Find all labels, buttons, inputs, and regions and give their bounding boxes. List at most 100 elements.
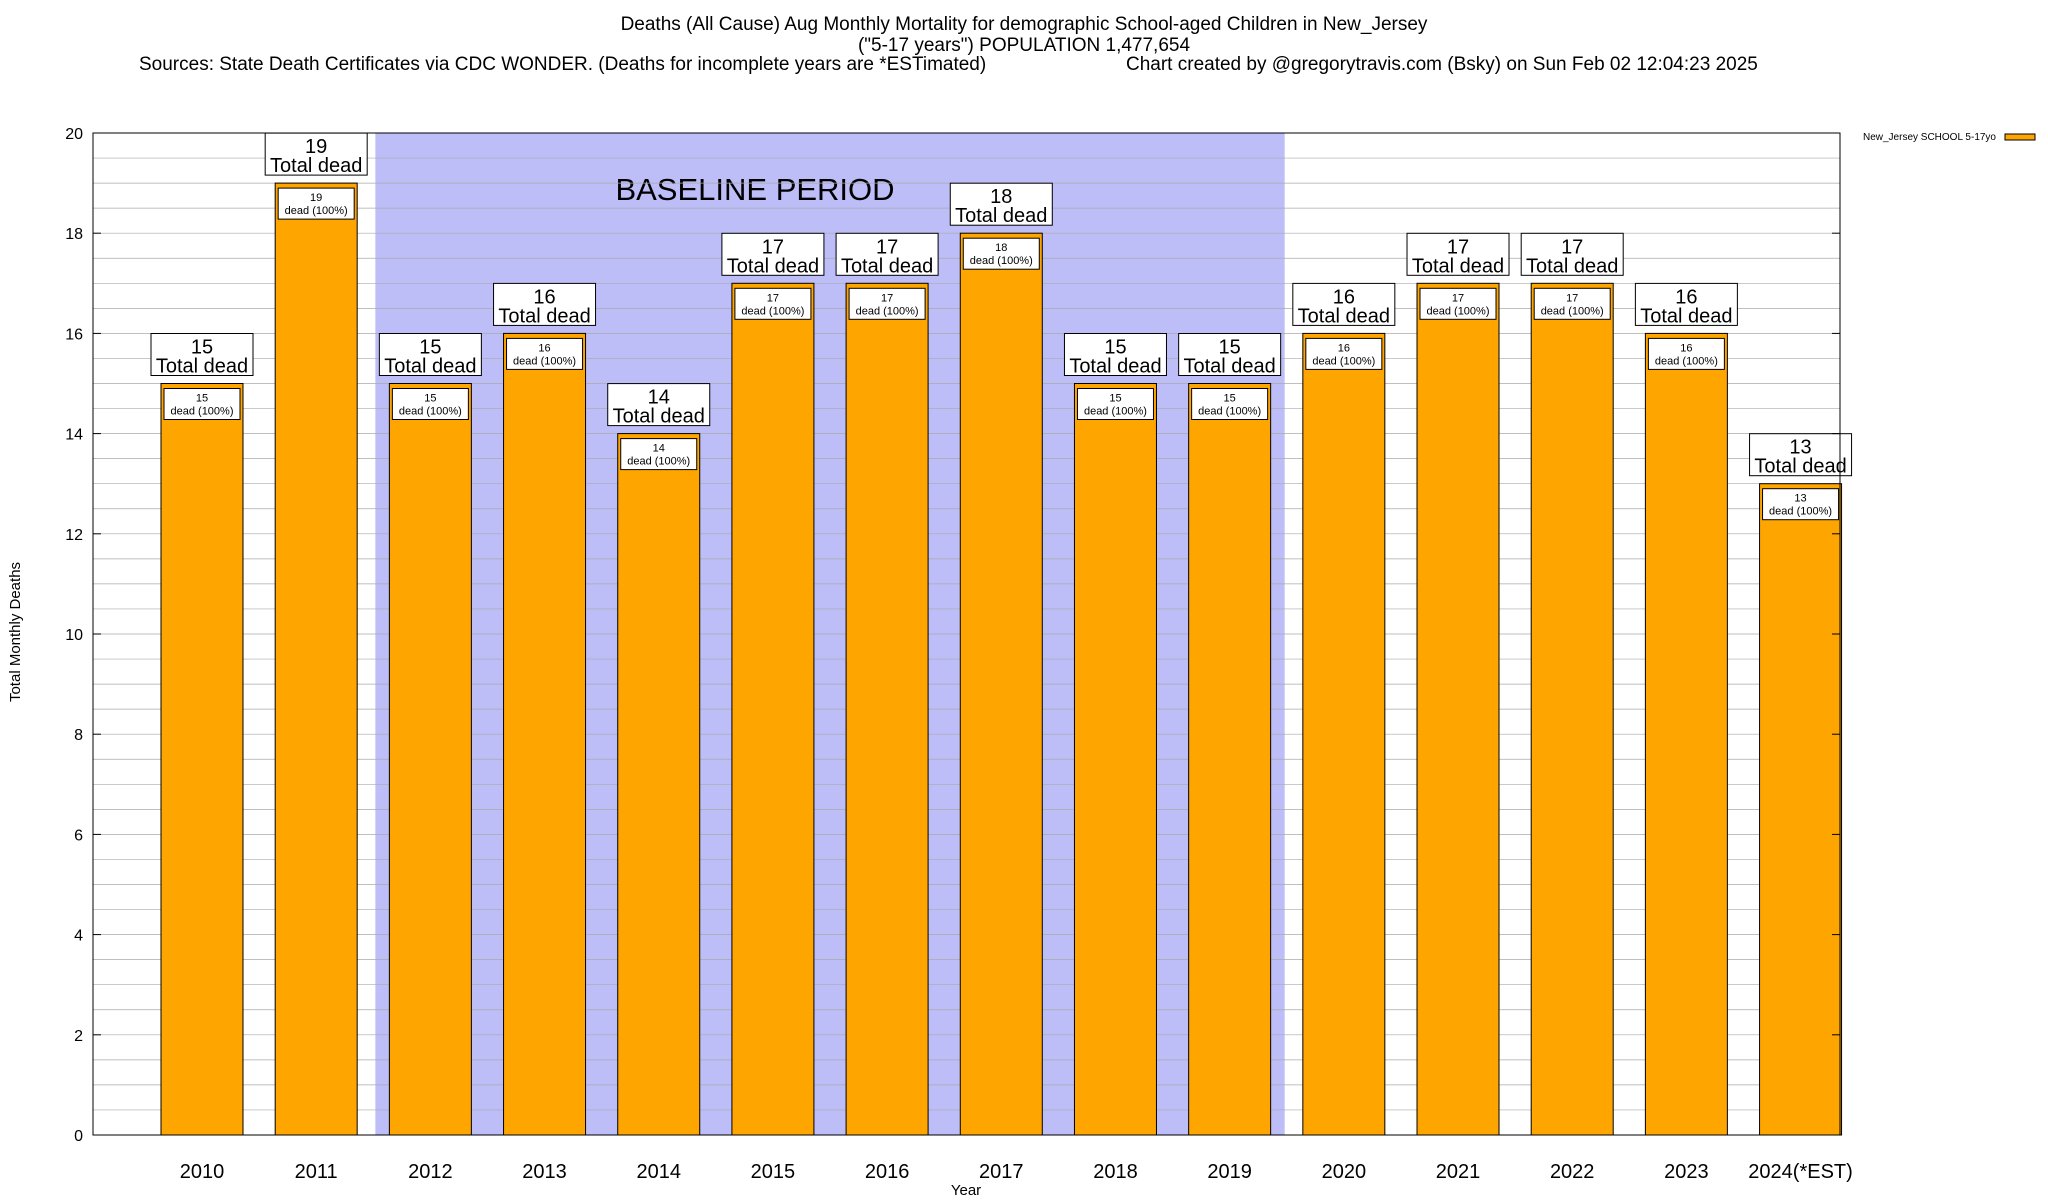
top-label-box	[1178, 333, 1282, 376]
top-label-count: 15	[419, 337, 441, 359]
y-tick-label: 2	[74, 1028, 83, 1045]
inner-label-pct: dead (100%)	[171, 406, 234, 418]
x-tick-label: 2010	[180, 1161, 225, 1183]
y-tick-label: 6	[74, 827, 83, 844]
inner-label-count: 15	[424, 393, 436, 405]
top-label-box	[1406, 232, 1510, 276]
x-tick-label: 2011	[295, 1161, 338, 1183]
bar-2023	[1644, 332, 1728, 1136]
chart-subtitle: ("5-17 years") POPULATION 1,477,654	[857, 35, 1191, 56]
top-label-box	[150, 333, 254, 376]
x-tick-label: 2014	[636, 1161, 681, 1183]
bar-2016	[845, 282, 929, 1136]
top-label-count: 17	[762, 236, 784, 258]
top-label-text: Total dead	[1640, 305, 1732, 327]
bar-2013	[503, 332, 587, 1136]
top-label-text: Total dead	[613, 406, 705, 428]
bar-2020	[1302, 332, 1386, 1136]
x-tick-label: 2017	[979, 1161, 1024, 1183]
top-label-count: 14	[648, 387, 670, 409]
bar-2024(*EST)	[1759, 483, 1843, 1136]
top-label-text: Total dead	[1754, 456, 1846, 478]
inner-label-box	[277, 187, 355, 220]
x-tick-label: 2012	[408, 1161, 453, 1183]
y-axis-label: Total Monthly Deaths	[7, 562, 24, 702]
top-label-text: Total dead	[156, 356, 248, 378]
x-tick-label: 2013	[522, 1161, 567, 1183]
bar-2022	[1530, 282, 1614, 1136]
x-axis-label: Year	[951, 1182, 981, 1199]
inner-label-count: 15	[1224, 393, 1236, 405]
inner-label-box	[1076, 388, 1154, 420]
bar-2019	[1188, 383, 1272, 1136]
top-label-box	[1292, 282, 1396, 326]
bar-2010	[160, 383, 244, 1136]
top-label-count: 13	[1789, 437, 1811, 459]
x-tick-label: 2023	[1664, 1161, 1709, 1183]
inner-label-count: 17	[1452, 292, 1464, 304]
inner-label-count: 18	[995, 242, 1007, 254]
inner-label-pct: dead (100%)	[1084, 406, 1147, 418]
inner-label-pct: dead (100%)	[627, 456, 690, 468]
legend-label: New_Jersey SCHOOL 5-17yo	[1863, 132, 1996, 143]
top-label-text: Total dead	[1069, 356, 1161, 378]
legend-swatch	[2004, 133, 2036, 141]
top-label-count: 16	[1333, 286, 1355, 308]
x-tick-label: 2016	[865, 1161, 910, 1183]
legend: New_Jersey SCHOOL 5-17yo	[1863, 132, 2036, 143]
chart-sources: Sources: State Death Certificates via CD…	[139, 54, 987, 75]
inner-label-pct: dead (100%)	[513, 355, 576, 367]
inner-label-box	[163, 388, 241, 420]
inner-label-count: 19	[310, 192, 322, 204]
top-label-count: 18	[990, 186, 1012, 208]
y-tick-label: 8	[74, 727, 83, 744]
inner-label-pct: dead (100%)	[285, 205, 348, 217]
inner-label-pct: dead (100%)	[741, 305, 804, 317]
top-label-text: Total dead	[384, 356, 476, 378]
inner-label-count: 15	[1109, 393, 1121, 405]
top-label-text: Total dead	[1526, 255, 1618, 277]
top-label-count: 15	[1104, 337, 1126, 359]
inner-label-box	[734, 287, 812, 320]
y-tick-label: 20	[65, 126, 83, 143]
y-tick-label: 0	[74, 1128, 83, 1145]
x-tick-label: 2020	[1322, 1161, 1367, 1183]
inner-label-pct: dead (100%)	[856, 305, 919, 317]
top-label-box	[949, 182, 1053, 226]
baseline-label: BASELINE PERIOD	[615, 172, 894, 207]
top-label-text: Total dead	[841, 255, 933, 277]
inner-label-box	[1647, 337, 1725, 370]
top-label-box	[835, 232, 939, 276]
top-label-count: 15	[1219, 337, 1241, 359]
top-label-box	[1520, 232, 1624, 276]
inner-label-pct: dead (100%)	[1198, 406, 1261, 418]
x-tick-label: 2024(*EST)	[1748, 1161, 1853, 1183]
bar-2012	[388, 383, 472, 1136]
top-label-text: Total dead	[498, 305, 590, 327]
inner-label-pct: dead (100%)	[1655, 355, 1718, 367]
top-label-text: Total dead	[1298, 305, 1390, 327]
x-tick-label: 2015	[751, 1161, 796, 1183]
bar-2017	[959, 232, 1043, 1136]
top-label-text: Total dead	[1183, 356, 1275, 378]
top-label-box	[607, 383, 711, 427]
x-tick-label: 2021	[1436, 1161, 1481, 1183]
bar-2015	[731, 282, 815, 1136]
top-label-count: 17	[1561, 236, 1583, 258]
y-tick-label: 16	[65, 326, 83, 343]
top-label-box	[1634, 282, 1738, 326]
inner-label-box	[391, 388, 469, 420]
inner-label-pct: dead (100%)	[1541, 305, 1604, 317]
inner-label-box	[1191, 388, 1269, 420]
top-label-count: 16	[1675, 286, 1697, 308]
inner-label-count: 17	[881, 292, 893, 304]
top-label-box	[378, 333, 482, 376]
inner-label-pct: dead (100%)	[1427, 305, 1490, 317]
top-label-text: Total dead	[270, 155, 362, 177]
bar-2018	[1073, 383, 1157, 1136]
inner-label-box	[1533, 287, 1611, 320]
x-tick-label: 2018	[1093, 1161, 1138, 1183]
y-tick-label: 12	[65, 527, 83, 544]
y-tick-label: 10	[65, 627, 83, 644]
inner-label-count: 16	[538, 342, 550, 354]
